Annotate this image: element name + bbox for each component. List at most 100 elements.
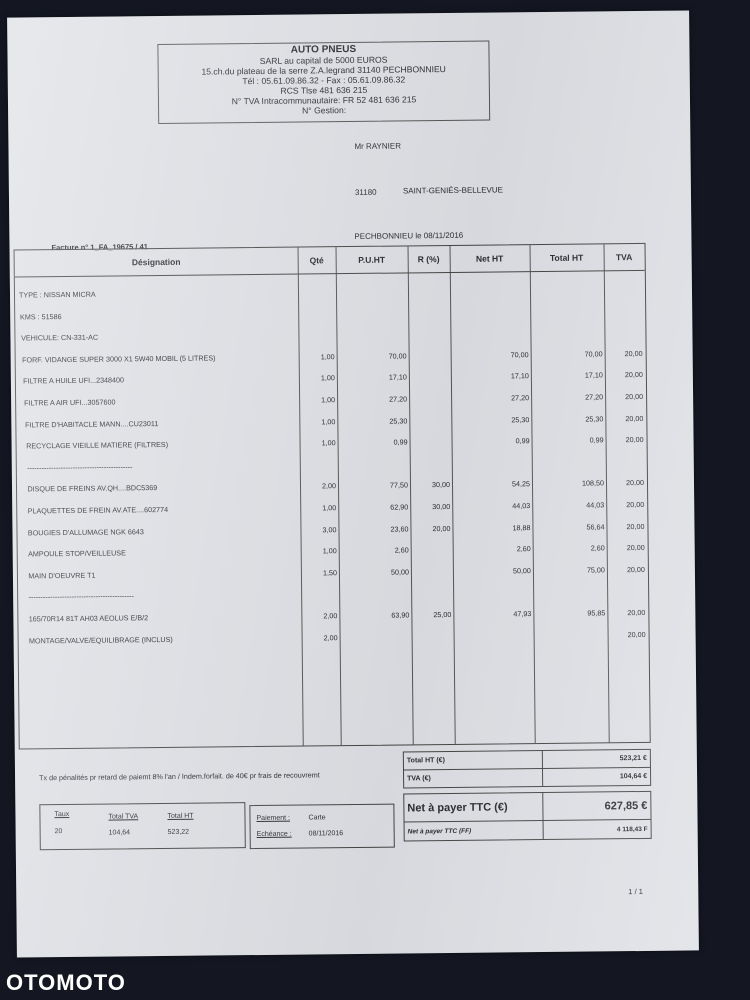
col-tva: TVA [615, 252, 633, 263]
cell-net-ht: 17,10 [510, 371, 529, 381]
cell-designation: FILTRE A HUILE UFI...2348400 [23, 375, 125, 386]
cell-total-ht: 108,50 [581, 478, 605, 488]
cell-unit-price: 17,10 [388, 372, 407, 382]
cell-total-ht: 75,00 [586, 565, 605, 575]
cell-total-ht: 25,30 [585, 413, 604, 424]
cell-designation: KMS : 51586 [19, 311, 62, 322]
invoice-paper: AUTO PNEUS SARL au capital de 5000 EUROS… [7, 10, 699, 958]
cell-tva: 20,00 [624, 348, 643, 358]
cell-qty: 2,00 [321, 481, 337, 491]
cell-unit-price [340, 632, 410, 633]
cell-net-ht: 50,00 [512, 565, 531, 576]
page-number: 1 / 1 [628, 886, 643, 897]
cell-qty: 1,00 [320, 373, 335, 383]
cell-tva: 20,00 [624, 370, 643, 380]
tva-label: TVA (€) [404, 769, 544, 788]
cell-total-ht [534, 630, 606, 631]
cell-qty: 1,00 [322, 546, 337, 556]
cell-net-ht [453, 587, 531, 588]
cell-net-ht: 18,88 [512, 522, 531, 532]
vat-ht: 523,22 [167, 828, 190, 836]
cell-designation: MAIN D'OEUVRE T1 [28, 570, 96, 581]
col-designation: Désignation [131, 256, 181, 268]
cell-qty: 2,00 [323, 632, 338, 642]
cell-tva: 20,00 [627, 607, 646, 618]
total-ht-value: 523,21 € [619, 754, 647, 763]
cell-net-ht [450, 285, 528, 286]
cell-unit-price [336, 308, 406, 309]
cell-tva: 20,00 [625, 413, 644, 423]
cell-total-ht [530, 306, 602, 307]
payment-box: Paiement : Carte Echéance : 08/11/2016 [249, 803, 395, 850]
due-value: 08/11/2016 [308, 830, 344, 838]
vat-ht-label: Total HT [167, 812, 194, 820]
cell-total-ht: 2,60 [590, 543, 605, 553]
cell-unit-price: 2,60 [394, 545, 409, 555]
cell-net-ht: 54,25 [511, 479, 531, 489]
vat-summary-box: Taux Total TVA Total HT 20 104,64 523,22 [39, 802, 246, 851]
net-ff-value: 4 118,43 F [616, 825, 648, 833]
cell-unit-price [336, 286, 406, 287]
cell-net-ht: 70,00 [510, 349, 529, 360]
cell-unit-price [339, 589, 409, 590]
cell-total-ht [530, 328, 602, 329]
cell-net-ht: 44,03 [512, 501, 531, 511]
cell-designation: AMPOULE STOP/VEILLEUSE [28, 548, 126, 559]
col-net-ht: Net HT [475, 253, 504, 264]
cell-tva: 20,00 [626, 543, 645, 553]
tva-value: 104,64 € [619, 772, 648, 781]
cell-tva: 20,00 [625, 391, 644, 402]
cell-discount: 20,00 [432, 523, 451, 533]
cell-net-ht: 25,30 [511, 414, 530, 424]
cell-tva: 20,00 [626, 564, 645, 574]
table-body: TYPE : NISSAN MICRA KMS : 51586 VEHICULE: … [15, 282, 649, 656]
cell-discount: 30,00 [432, 501, 451, 512]
totals: Total HT (€) 523,21 € TVA (€) 104,64 € Net… [402, 748, 652, 842]
payment-label: Paiement : [256, 814, 291, 823]
cell-designation: ----------------------------------------… [28, 591, 134, 602]
col-unit-price: P.U.HT [358, 254, 386, 265]
cell-total-ht: 17,10 [584, 370, 603, 380]
cell-qty: 1,00 [321, 416, 336, 426]
net-label: Net à payer TTC (€) [404, 793, 544, 822]
cell-qty: 1,00 [321, 395, 336, 405]
cell-total-ht: 44,03 [586, 500, 605, 510]
total-ht-label: Total HT (€) [403, 751, 543, 770]
place-date: PECHBONNIEU le 08/11/2016 [354, 230, 464, 241]
cell-tva: 20,00 [627, 629, 646, 639]
cell-total-ht: 56,64 [586, 521, 605, 532]
otomoto-watermark: OTOMOTO [6, 970, 126, 995]
cell-net-ht: 47,93 [513, 609, 532, 619]
net-value: 627,85 € [604, 799, 648, 812]
cell-total-ht: 70,00 [584, 349, 603, 359]
vat-rate: 20 [54, 828, 63, 836]
cell-qty: 1,50 [322, 567, 337, 578]
cell-discount: 25,00 [433, 609, 452, 620]
col-total-ht: Total HT [549, 252, 584, 263]
cell-designation: TYPE : NISSAN MICRA [18, 289, 96, 300]
cell-net-ht: 2,60 [516, 544, 531, 554]
cell-tva: 20,00 [626, 521, 645, 531]
cell-qty: 1,00 [320, 351, 335, 362]
cell-net-ht: 27,20 [511, 393, 530, 403]
cell-unit-price: 25,30 [389, 415, 408, 426]
cell-designation: PLAQUETTES DE FREIN AV.ATE....602774 [27, 504, 169, 516]
client-postcode: 31180 [354, 187, 377, 197]
vat-rate-label: Taux [54, 810, 70, 819]
cell-net-ht [450, 328, 528, 329]
cell-discount: 30,00 [431, 480, 451, 490]
cell-net-ht: 0,99 [515, 436, 530, 446]
client-city: SAINT-GENIÉS-BELLEVUE [402, 185, 504, 196]
cell-designation: 165/70R14 81T AH03 AEOLUS E/B/2 [28, 613, 149, 624]
cell-tva: 20,00 [625, 435, 644, 445]
cell-unit-price: 0,99 [393, 437, 408, 447]
payment-value: Carte [308, 814, 326, 822]
cell-total-ht: 95,85 [587, 608, 606, 618]
cell-tva: 20,00 [625, 478, 645, 488]
cell-unit-price: 62,90 [390, 502, 409, 512]
cell-unit-price: 23,60 [390, 523, 409, 534]
cell-qty: 2,00 [323, 611, 338, 621]
cell-tva: 20,00 [626, 499, 645, 510]
cell-total-ht: 27,20 [585, 392, 604, 402]
cell-unit-price: 70,00 [388, 351, 407, 361]
